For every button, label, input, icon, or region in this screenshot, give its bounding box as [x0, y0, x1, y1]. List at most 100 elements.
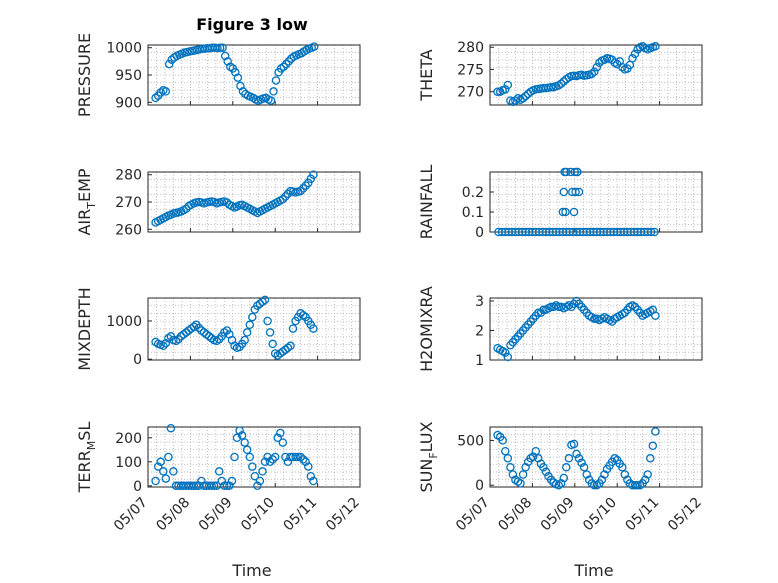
data-point	[650, 227, 659, 237]
data-point	[651, 427, 660, 436]
data-point	[263, 316, 272, 326]
data-point	[579, 463, 589, 472]
data-point	[651, 42, 660, 51]
data-point	[214, 467, 224, 476]
data-point	[164, 333, 173, 343]
data-point	[156, 457, 165, 467]
data-point	[610, 454, 619, 463]
data-point	[230, 341, 239, 351]
y-tick-label: 270	[457, 85, 484, 101]
data-point	[189, 481, 199, 491]
y-tick-label: 3	[475, 294, 484, 310]
data-point	[270, 452, 280, 462]
y-tick-label: 500	[457, 433, 484, 449]
data-point	[215, 43, 225, 52]
data-point	[651, 311, 660, 320]
data-point	[296, 452, 305, 462]
data-point	[291, 452, 300, 462]
data-point	[592, 62, 602, 72]
data-point	[587, 69, 597, 79]
y-tick-label: 260	[115, 222, 142, 238]
y-axis-label: H2OMIXRA	[417, 286, 436, 372]
data-point	[194, 323, 204, 333]
data-point	[242, 445, 252, 455]
data-point	[546, 82, 556, 92]
data-point	[569, 207, 579, 217]
data-point	[501, 85, 510, 94]
data-point	[309, 324, 318, 333]
y-tick-label: 0	[133, 479, 142, 495]
data-point	[233, 73, 243, 82]
data-point	[516, 479, 525, 488]
x-axis-label-left: Time	[231, 561, 271, 580]
data-point	[562, 463, 571, 472]
axes-frame	[489, 297, 703, 361]
data-point	[546, 475, 556, 485]
data-point	[309, 42, 319, 51]
y-axis-label: TERRMSL	[75, 422, 98, 494]
data-point	[573, 167, 582, 177]
x-tick-label: 05/08	[153, 495, 193, 535]
data-point	[278, 195, 288, 204]
y-tick-label: 1000	[106, 41, 142, 57]
data-point	[265, 328, 275, 337]
data-point	[572, 449, 581, 459]
y-tick-label: 0	[133, 352, 142, 368]
data-point	[288, 324, 298, 333]
y-tick-label: 2	[475, 323, 484, 339]
axes-frame	[147, 171, 361, 233]
y-tick-label: 900	[115, 95, 142, 111]
data-point	[166, 423, 176, 433]
data-point	[265, 457, 275, 467]
panel-rainfall: 0 0.1 0.2 RAINFALL	[417, 165, 703, 241]
data-point	[283, 189, 293, 199]
axes-frame	[489, 426, 703, 488]
data-point	[298, 455, 308, 464]
x-tick-label: 05/10	[580, 495, 620, 535]
panel-air-temp: 260 270 280 AIRTEMP	[75, 168, 361, 238]
data-point	[559, 187, 569, 197]
data-point	[217, 476, 227, 486]
data-point	[564, 454, 574, 463]
data-point	[508, 470, 518, 479]
data-point	[245, 320, 255, 330]
x-tick-label: 05/10	[238, 495, 278, 535]
data-point	[273, 433, 282, 443]
y-tick-label: 1000	[106, 314, 142, 330]
data-point	[189, 322, 199, 331]
data-point	[286, 341, 295, 351]
data-point	[503, 80, 513, 90]
panel-mixdepth: 0 1000 MIXDEPTH	[75, 287, 361, 371]
data-point	[646, 227, 656, 237]
data-point	[169, 467, 178, 476]
data-point	[646, 454, 655, 463]
data-point	[271, 76, 281, 85]
data-point	[618, 463, 627, 472]
data-point	[296, 186, 305, 196]
x-tick-label: 05/08	[495, 495, 535, 535]
data-point	[559, 473, 569, 483]
data-point	[218, 43, 227, 52]
data-point	[164, 452, 173, 462]
data-point	[230, 452, 239, 462]
data-point	[181, 204, 191, 214]
data-point	[570, 167, 580, 177]
panel-theta: 270 275 280 THETA	[417, 40, 703, 107]
y-tick-label: 0	[475, 478, 484, 494]
data-point	[301, 181, 310, 190]
data-point	[518, 94, 528, 103]
data-point	[258, 297, 267, 307]
data-point	[309, 170, 318, 179]
data-point	[618, 62, 627, 72]
data-point	[630, 49, 640, 59]
data-point	[283, 457, 293, 467]
data-point	[554, 480, 563, 490]
data-point	[260, 295, 270, 305]
data-point	[237, 431, 247, 440]
y-tick-label: 1	[475, 353, 484, 369]
data-point	[298, 310, 308, 320]
data-point	[278, 438, 288, 447]
y-axis-label: SUNFLUX	[417, 421, 440, 492]
y-tick-label: 270	[115, 195, 142, 211]
